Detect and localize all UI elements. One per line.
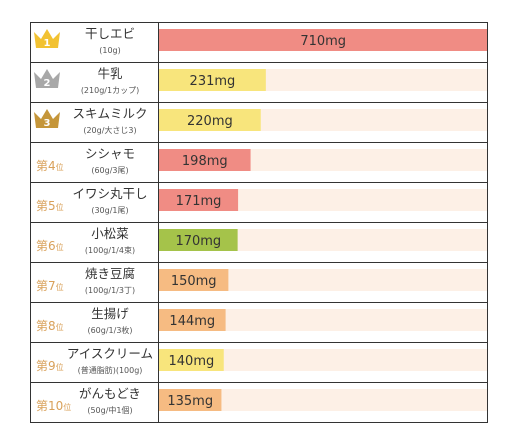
bar-track	[159, 229, 487, 251]
value-label: 144mg	[169, 314, 215, 329]
bar	[159, 229, 238, 251]
bar	[159, 269, 229, 291]
bar	[159, 149, 251, 171]
value-label: 231mg	[190, 74, 236, 89]
serving-size: (10g)	[99, 46, 121, 55]
food-name: 干しエビ	[85, 26, 135, 41]
bar	[159, 309, 226, 331]
serving-size: (60g/1/3枚)	[87, 325, 132, 335]
value-label: 135mg	[167, 394, 213, 409]
bar-row: 150mg 第7位 焼き豆腐 (100g/1/3丁)	[36, 266, 487, 295]
rank-label: 第5位	[36, 199, 64, 213]
food-name: アイスクリーム	[67, 346, 153, 361]
serving-size: (普通脂肪)(100g)	[78, 365, 143, 375]
bar-track	[159, 189, 487, 211]
table-grid	[30, 22, 488, 423]
food-name: イワシ丸干し	[72, 186, 147, 201]
silver-crown-icon	[34, 69, 60, 88]
bar-row: 231mg 2 牛乳 (210g/1カップ)	[34, 66, 487, 95]
bar	[159, 29, 488, 51]
serving-size: (100g/1/4束)	[85, 246, 135, 255]
rank-number: 1	[44, 38, 51, 49]
value-label: 171mg	[176, 194, 222, 209]
bar	[159, 69, 266, 91]
bar	[159, 389, 222, 411]
serving-size: (30g/1尾)	[91, 206, 128, 215]
value-label: 710mg	[300, 34, 346, 49]
rank-label: 第10位	[36, 399, 71, 413]
value-label: 220mg	[187, 114, 233, 129]
food-name: 牛乳	[97, 66, 122, 81]
value-label: 150mg	[171, 274, 217, 289]
value-label: 140mg	[169, 354, 215, 369]
bar-row: 170mg 第6位 小松菜 (100g/1/4束)	[36, 226, 487, 255]
bar-track	[159, 269, 487, 291]
bar-track	[159, 389, 487, 411]
rank-label: 第7位	[36, 279, 64, 293]
bar-row: 198mg 第4位 シシャモ (60g/3尾)	[36, 146, 487, 175]
serving-size: (20g/大さじ3)	[83, 125, 136, 135]
serving-size: (210g/1カップ)	[81, 86, 139, 95]
gold-crown-icon	[34, 29, 60, 48]
bronze-crown-icon	[34, 109, 60, 128]
rank-number: 2	[44, 78, 51, 89]
rank-label: 第4位	[36, 159, 64, 173]
bar-track	[159, 349, 487, 371]
serving-size: (60g/3尾)	[91, 166, 128, 175]
serving-size: (50g/中1個)	[87, 405, 132, 415]
bar-row: 144mg 第8位 生揚げ (60g/1/3枚)	[36, 306, 487, 335]
bar	[159, 109, 261, 131]
value-label: 198mg	[182, 154, 228, 169]
bar-track	[159, 309, 487, 331]
bar-row: 220mg 3 スキムミルク (20g/大さじ3)	[34, 106, 487, 135]
serving-size: (100g/1/3丁)	[85, 286, 135, 295]
food-name: 小松菜	[91, 226, 129, 241]
value-label: 170mg	[175, 234, 221, 249]
rank-label: 第6位	[36, 239, 64, 253]
food-name: 焼き豆腐	[85, 266, 135, 281]
bar-row: 710mg 1 干しエビ (10g)	[34, 26, 488, 55]
rank-number: 3	[44, 118, 51, 129]
food-name: スキムミルク	[72, 106, 147, 121]
bar	[159, 349, 224, 371]
food-name: 生揚げ	[91, 306, 129, 321]
rank-label: 第9位	[36, 359, 64, 373]
bar	[159, 189, 239, 211]
rank-label: 第8位	[36, 319, 64, 333]
food-name: がんもどき	[79, 386, 141, 401]
food-name: シシャモ	[85, 146, 135, 161]
